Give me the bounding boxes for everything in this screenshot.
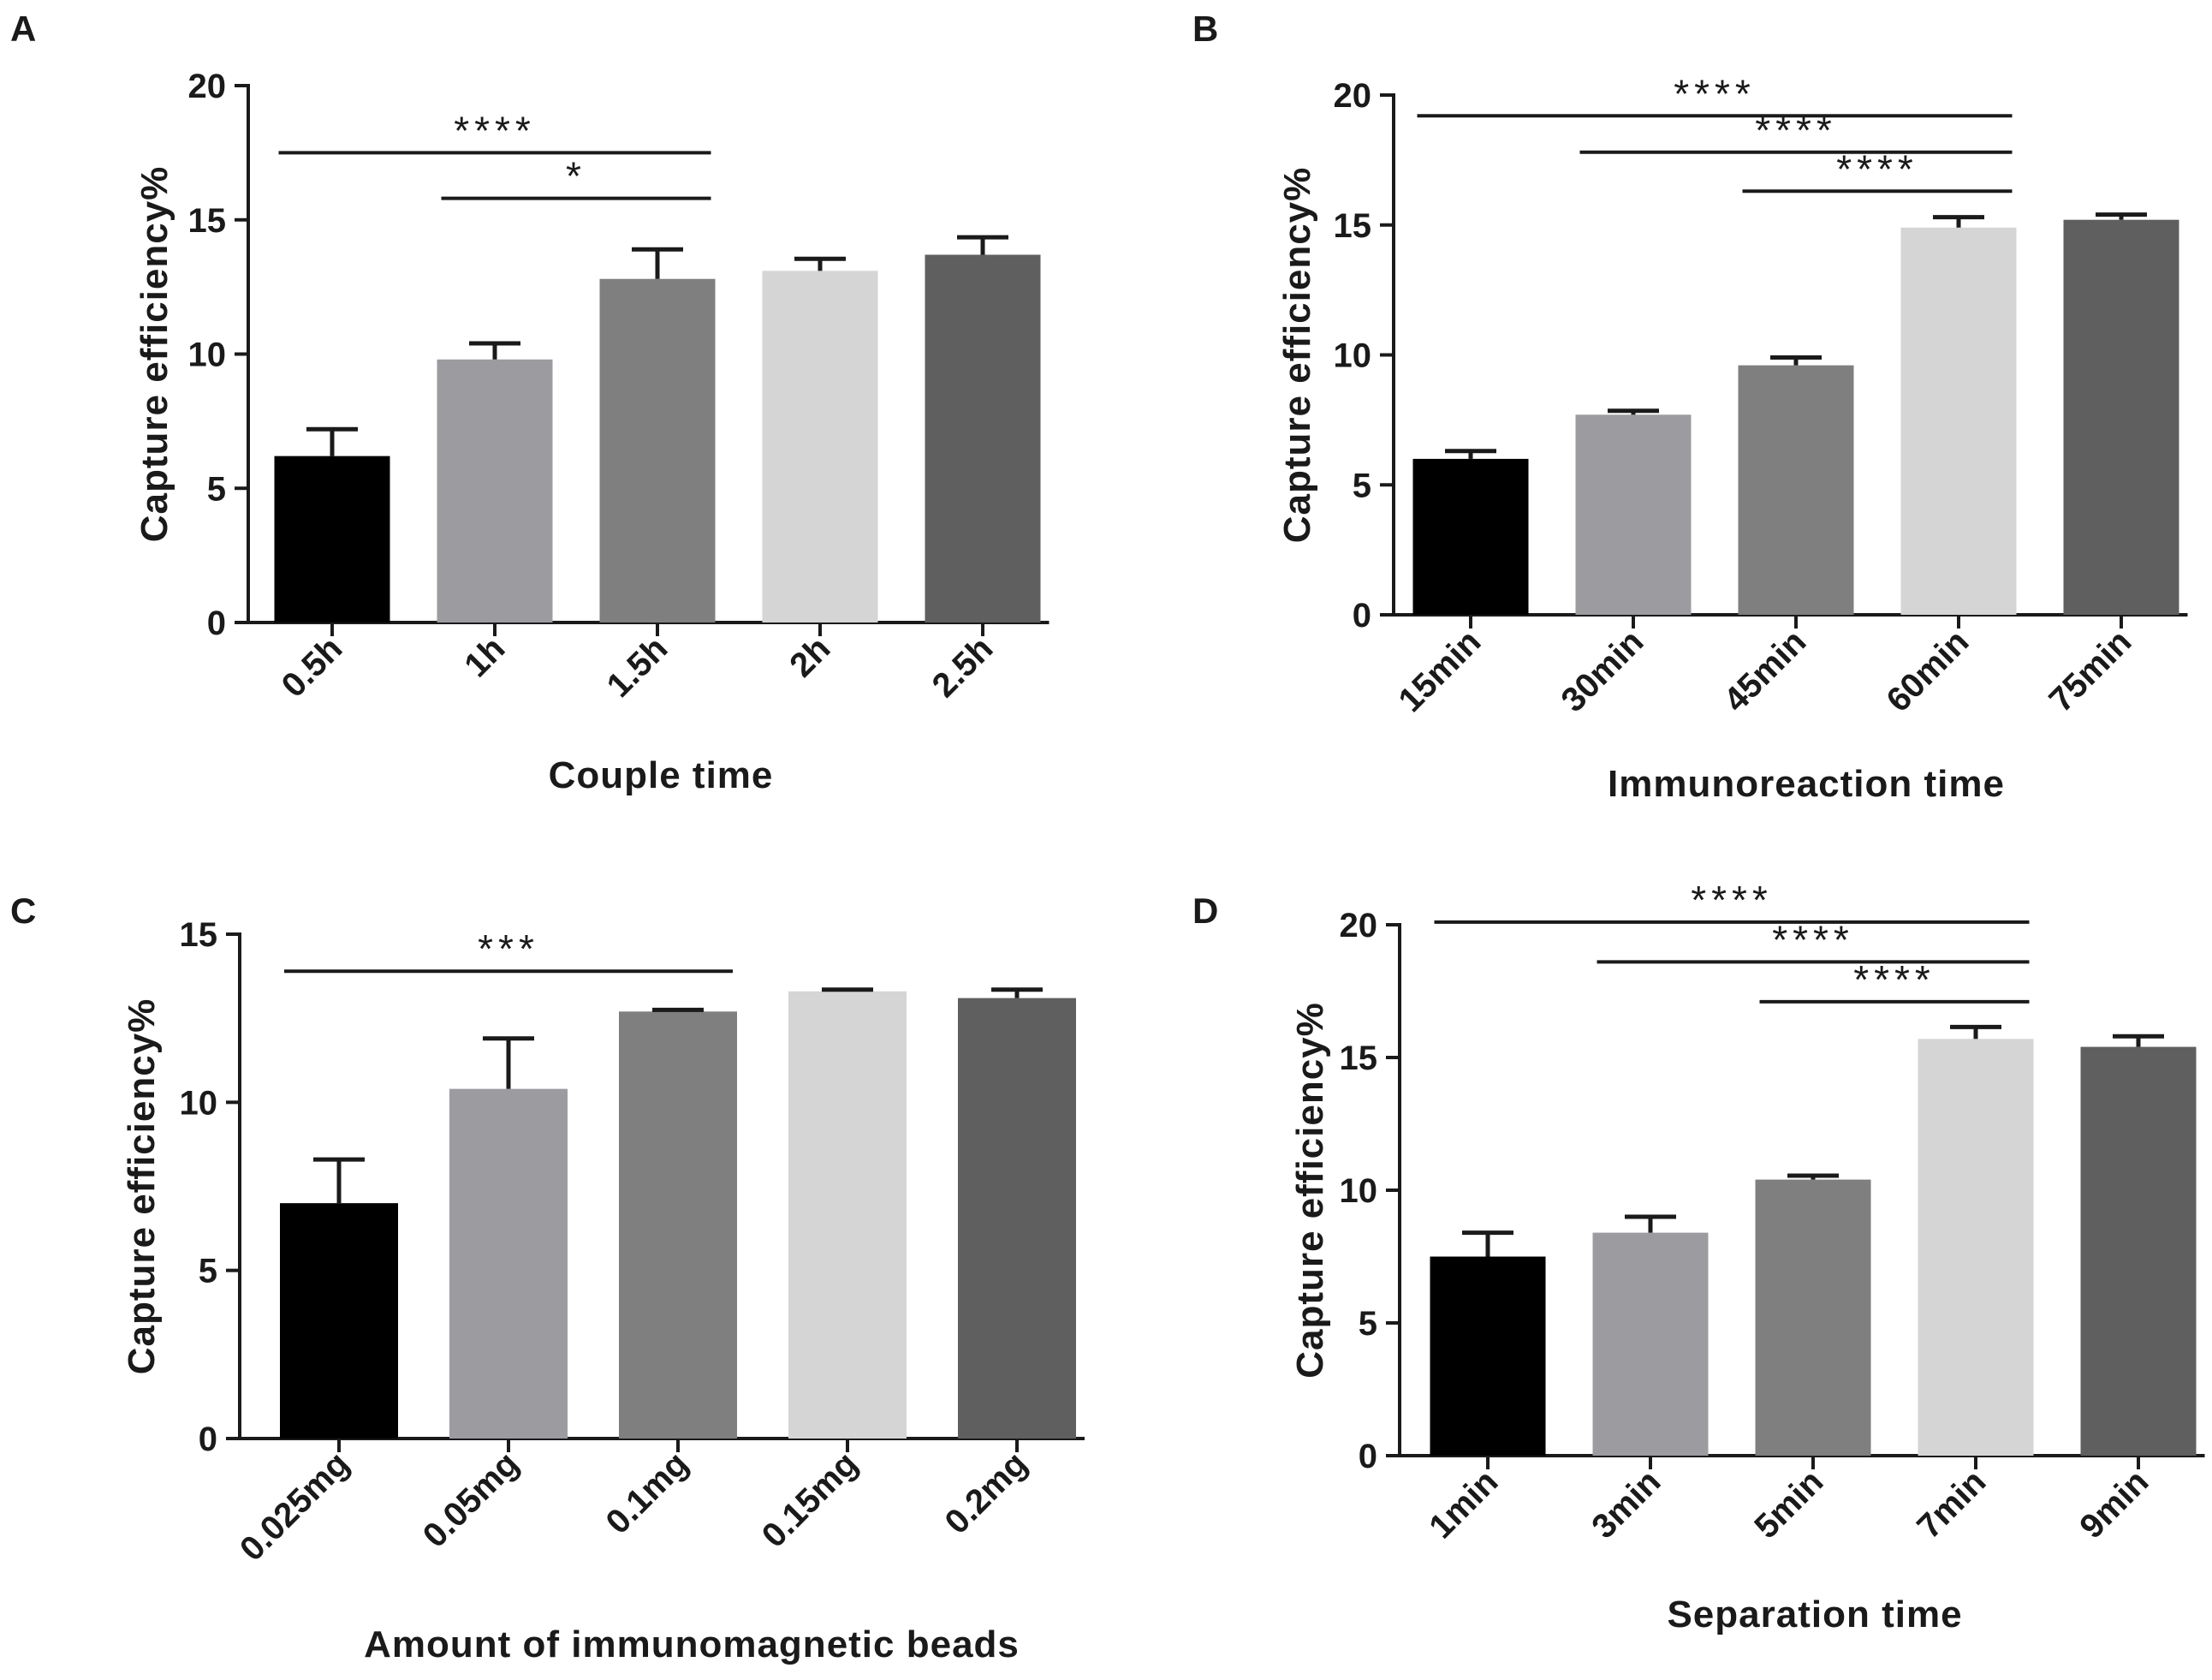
significance-label-b-0: **** (1674, 71, 1756, 116)
panel-letter-a: A (10, 9, 36, 49)
y-tick-label-c: 0 (199, 1421, 217, 1458)
bar-c-3 (788, 991, 907, 1439)
bar-b-0 (1412, 458, 1529, 615)
x-axis-title-c: Amount of immunomagnetic beads (364, 1623, 1020, 1665)
category-label-b-2: 45min (1717, 623, 1814, 719)
bar-a-3 (762, 271, 878, 623)
category-label-d-3: 7min (1910, 1463, 1993, 1546)
category-label-a-0: 0.5h (275, 629, 350, 705)
bar-a-1 (437, 359, 553, 623)
category-label-d-2: 5min (1747, 1463, 1830, 1546)
y-tick-label-a: 5 (207, 470, 226, 508)
y-tick-label-d: 5 (1359, 1305, 1377, 1343)
significance-label-b-2: **** (1836, 146, 1918, 191)
y-axis-title-a: Capture efficiency% (134, 166, 175, 543)
panel-letter-b: B (1192, 9, 1218, 49)
category-label-d-4: 9min (2072, 1463, 2156, 1546)
category-label-d-0: 1min (1422, 1463, 1505, 1546)
significance-label-d-2: **** (1853, 957, 1936, 1002)
y-tick-label-b: 20 (1334, 77, 1372, 115)
y-tick-label-d: 10 (1340, 1172, 1378, 1210)
bar-c-0 (280, 1203, 398, 1439)
significance-label-a-0: **** (454, 108, 536, 152)
bar-d-0 (1430, 1256, 1546, 1456)
category-label-a-3: 2h (782, 629, 837, 684)
significance-label-d-1: **** (1772, 917, 1854, 962)
bar-d-3 (1918, 1039, 2034, 1456)
panel-letter-d: D (1192, 891, 1218, 931)
category-label-c-1: 0.05mg (416, 1445, 526, 1555)
bar-d-1 (1592, 1232, 1709, 1456)
y-tick-label-c: 5 (199, 1253, 217, 1290)
bar-a-2 (599, 278, 716, 623)
y-tick-label-a: 10 (188, 337, 227, 374)
category-label-b-4: 75min (2043, 623, 2139, 719)
y-tick-label-d: 0 (1359, 1438, 1377, 1475)
significance-label-c-0: *** (478, 926, 539, 971)
y-tick-label-a: 15 (188, 202, 227, 240)
y-tick-label-b: 0 (1353, 597, 1371, 634)
category-label-c-0: 0.025mg (233, 1445, 356, 1568)
bar-b-3 (1900, 227, 2017, 615)
bar-a-4 (925, 254, 1041, 623)
y-tick-label-b: 5 (1353, 467, 1371, 504)
y-tick-label-d: 20 (1340, 907, 1378, 944)
x-axis-title-d: Separation time (1667, 1594, 1962, 1635)
y-axis-title-d: Capture efficiency% (1289, 1002, 1331, 1379)
y-tick-label-c: 15 (180, 916, 218, 954)
y-tick-label-b: 10 (1334, 337, 1372, 375)
bar-c-1 (449, 1088, 568, 1439)
bar-b-2 (1738, 365, 1854, 615)
significance-label-a-1: * (566, 154, 586, 199)
bar-b-1 (1575, 414, 1692, 615)
category-label-c-4: 0.2mg (938, 1445, 1035, 1541)
category-label-d-1: 3min (1585, 1463, 1668, 1546)
category-label-a-1: 1h (457, 629, 512, 684)
category-label-c-2: 0.1mg (599, 1445, 696, 1541)
category-label-a-2: 1.5h (600, 629, 675, 705)
significance-label-d-0: **** (1691, 878, 1773, 922)
x-axis-title-b: Immunoreaction time (1608, 763, 2005, 805)
bar-b-4 (2063, 219, 2179, 615)
y-tick-label-a: 20 (188, 68, 227, 105)
category-label-b-3: 60min (1880, 623, 1977, 719)
x-axis-title-a: Couple time (549, 754, 774, 796)
bar-c-2 (619, 1011, 737, 1439)
y-tick-label-d: 15 (1340, 1040, 1378, 1077)
category-label-b-1: 30min (1555, 623, 1651, 719)
category-label-b-0: 15min (1392, 623, 1489, 719)
panel-letter-c: C (10, 891, 36, 931)
category-label-c-3: 0.15mg (755, 1445, 865, 1555)
bar-d-4 (2080, 1046, 2197, 1456)
y-axis-title-c: Capture efficiency% (121, 998, 163, 1375)
y-tick-label-b: 15 (1334, 207, 1372, 245)
bar-d-2 (1755, 1179, 1871, 1456)
category-label-a-4: 2.5h (925, 629, 1001, 705)
y-tick-label-c: 10 (180, 1084, 218, 1122)
significance-label-b-1: **** (1755, 108, 1837, 152)
bar-c-4 (958, 998, 1076, 1439)
y-axis-title-b: Capture efficiency% (1276, 167, 1318, 544)
bar-a-0 (274, 456, 390, 623)
y-tick-label-a: 0 (207, 605, 226, 642)
